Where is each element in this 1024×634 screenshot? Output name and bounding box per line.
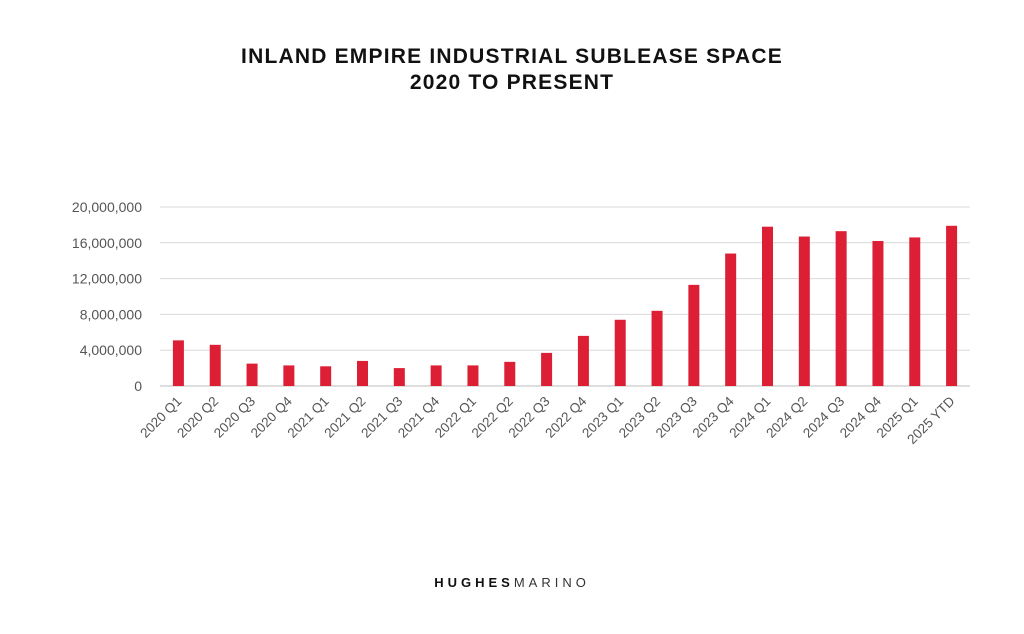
y-axis-ticks: 0 4,000,000 8,000,000 12,000,000 16,000,000 2… xyxy=(72,199,142,394)
bar xyxy=(909,237,921,386)
bar xyxy=(614,319,626,386)
y-tick-label: 4,000,000 xyxy=(80,342,142,358)
brand-name-light: MARINO xyxy=(513,575,590,590)
bar xyxy=(872,241,884,386)
chart-title-block: INLAND EMPIRE INDUSTRIAL SUBLEASE SPACE … xyxy=(0,44,1024,96)
y-tick-label: 8,000,000 xyxy=(80,306,142,322)
bar xyxy=(467,365,479,386)
brand-logo: HUGHESMARINO xyxy=(0,575,1024,590)
bars xyxy=(172,225,958,386)
bar xyxy=(541,352,553,386)
bar xyxy=(172,340,184,386)
bar xyxy=(504,361,516,386)
bar xyxy=(651,310,663,386)
bar xyxy=(430,365,442,386)
brand-name-bold: HUGHES xyxy=(434,575,514,590)
bar xyxy=(357,360,368,386)
bar xyxy=(246,363,258,386)
bar xyxy=(577,335,589,386)
bar xyxy=(835,231,847,386)
y-tick-label: 16,000,000 xyxy=(72,235,142,251)
bar xyxy=(725,253,737,386)
bar xyxy=(283,365,295,386)
bar xyxy=(946,225,958,386)
bar xyxy=(393,368,405,386)
bar xyxy=(320,366,332,386)
y-tick-label: 12,000,000 xyxy=(72,271,142,287)
chart-subtitle: 2020 TO PRESENT xyxy=(409,71,615,94)
chart-title: INLAND EMPIRE INDUSTRIAL SUBLEASE SPACE xyxy=(241,45,783,68)
y-tick-label: 0 xyxy=(134,378,142,394)
bar xyxy=(762,226,773,386)
grid-lines xyxy=(160,206,970,387)
y-tick-label: 20,000,000 xyxy=(72,199,142,215)
bar xyxy=(798,236,810,386)
bar xyxy=(209,344,221,386)
bar xyxy=(688,284,700,386)
